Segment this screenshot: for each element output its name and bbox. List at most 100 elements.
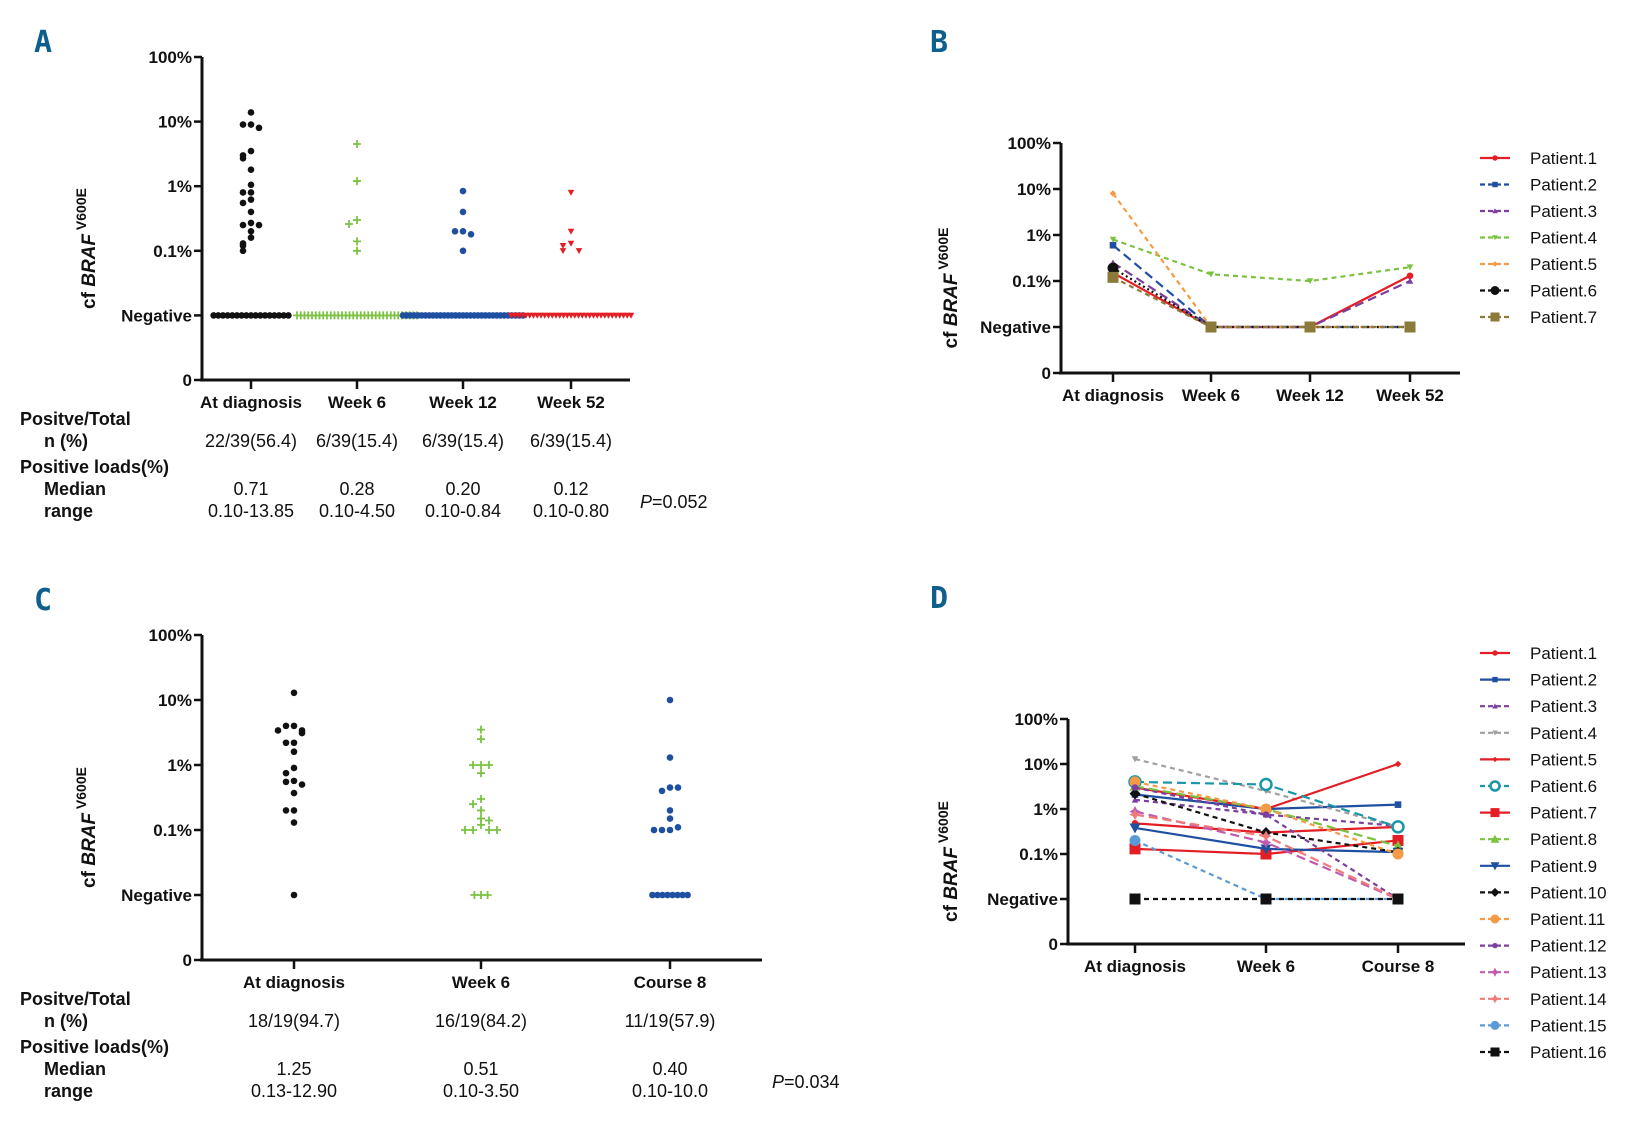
- legend-label: Patient.16: [1530, 1043, 1607, 1062]
- series-patient-7: [1107, 271, 1416, 333]
- legend-swatch-marker: [1492, 650, 1498, 656]
- data-point-negative: [224, 312, 231, 319]
- y-axis-label: cf BRAF V600E: [73, 188, 100, 309]
- data-point: [674, 824, 682, 831]
- x-tick-label: Week 52: [537, 393, 605, 412]
- y-label-prefix: cf: [79, 866, 100, 888]
- panel-letter-b: B: [930, 25, 948, 60]
- data-point: [477, 806, 485, 815]
- data-point: [493, 826, 501, 834]
- data-point: [674, 784, 682, 791]
- panel-a: A 0 Negative 0.1% 1% 10% 100% At diagnosis Week …: [20, 25, 708, 521]
- legend-swatch-marker: [1490, 887, 1500, 897]
- series-week-6: [461, 725, 501, 899]
- positive-total-value: 11/19(57.9): [625, 1011, 716, 1031]
- y-tick-label: 1%: [1026, 226, 1051, 245]
- data-point-negative: [654, 891, 661, 899]
- data-point: [1109, 190, 1117, 197]
- series-patient-4: [1109, 236, 1414, 285]
- series-week-6: [293, 140, 421, 320]
- range-value: 0.10-4.50: [319, 501, 395, 521]
- data-point: [255, 221, 263, 229]
- data-point: [1404, 321, 1416, 333]
- y-label-gene: BRAF: [79, 812, 100, 866]
- data-point: [255, 124, 263, 132]
- legend-label: Patient.3: [1530, 697, 1597, 716]
- data-point-negative: [684, 891, 691, 899]
- legend-swatch-marker: [1490, 1047, 1500, 1057]
- y-tick-label: 100%: [1015, 710, 1058, 729]
- data-point: [1109, 236, 1117, 243]
- data-point: [239, 189, 247, 196]
- data-point: [247, 208, 255, 216]
- legend-item: Patient.12: [1480, 937, 1607, 956]
- data-point: [1129, 893, 1141, 905]
- x-tick-label: At diagnosis: [200, 393, 302, 412]
- y-tick-label: 0.1%: [153, 242, 192, 261]
- data-point: [1129, 843, 1141, 855]
- data-point: [1392, 834, 1404, 846]
- series-line: [1112, 192, 1410, 329]
- data-point: [666, 754, 674, 761]
- series-week-52: [507, 189, 635, 319]
- data-point: [353, 177, 361, 186]
- data-point: [1107, 271, 1119, 283]
- y-label-superscript: V600E: [73, 767, 89, 813]
- legend-swatch-marker: [1490, 967, 1500, 977]
- y-tick-label: 10%: [158, 691, 192, 710]
- legend-item: Patient.5: [1480, 255, 1597, 274]
- data-point-negative: [210, 312, 217, 319]
- p-label: P: [640, 492, 652, 512]
- series-at-diagnosis: [210, 109, 292, 319]
- series-week-12: [399, 187, 527, 319]
- data-point: [247, 121, 255, 128]
- data-point: [290, 739, 298, 747]
- data-point: [247, 147, 255, 155]
- data-point: [274, 727, 282, 734]
- legend-item: Patient.2: [1480, 176, 1597, 195]
- legend-label: Patient.5: [1530, 750, 1597, 769]
- data-point: [459, 187, 467, 195]
- legend-item: Patient.15: [1480, 1016, 1607, 1035]
- positive-total-value: 16/19(84.2): [435, 1011, 527, 1031]
- legend-swatch-marker: [1492, 703, 1498, 709]
- data-point-negative: [271, 312, 278, 319]
- y-label-prefix: cf: [941, 326, 962, 348]
- y-tick-label: 0: [183, 371, 192, 390]
- data-point-negative: [674, 891, 681, 899]
- p-value: P=0.034: [772, 1072, 840, 1092]
- y-tick-label: 100%: [149, 48, 192, 67]
- data-point: [650, 826, 658, 834]
- data-point: [666, 815, 674, 822]
- y-tick-label: 1%: [1033, 800, 1058, 819]
- data-point: [298, 781, 306, 788]
- data-point: [459, 228, 467, 235]
- legend-swatch-marker: [1490, 834, 1500, 843]
- data-point-negative: [275, 312, 283, 319]
- data-point: [247, 189, 255, 196]
- legend-label: Patient.6: [1530, 777, 1597, 796]
- data-point-negative: [257, 312, 264, 319]
- series-line: [1134, 798, 1399, 828]
- data-point: [559, 248, 567, 255]
- panel-d: D 0 Negative 0.1% 1% 10% 100% At diagnosis Week …: [930, 581, 1607, 1062]
- legend-item: Patient.3: [1480, 697, 1597, 716]
- series-patient-3: [1109, 259, 1414, 330]
- data-point-negative: [679, 891, 686, 899]
- legend-label: Patient.4: [1530, 229, 1597, 248]
- legend-item: Patient.7: [1480, 804, 1597, 823]
- data-point: [282, 739, 290, 747]
- y-axis-label: cf BRAF V600E: [935, 801, 962, 922]
- legend-label: Patient.7: [1530, 804, 1597, 823]
- y-label-prefix: cf: [941, 900, 962, 922]
- data-point: [247, 196, 255, 203]
- y-label-prefix: cf: [79, 287, 100, 309]
- y-label-gene: BRAF: [941, 272, 962, 326]
- legend-swatch-marker: [1492, 208, 1498, 214]
- legend-item: Patient.1: [1480, 149, 1597, 168]
- data-point: [247, 219, 255, 227]
- y-label-superscript: V600E: [935, 228, 951, 274]
- p-number: =0.034: [784, 1072, 840, 1092]
- data-point: [353, 140, 361, 149]
- data-point-negative: [233, 312, 241, 319]
